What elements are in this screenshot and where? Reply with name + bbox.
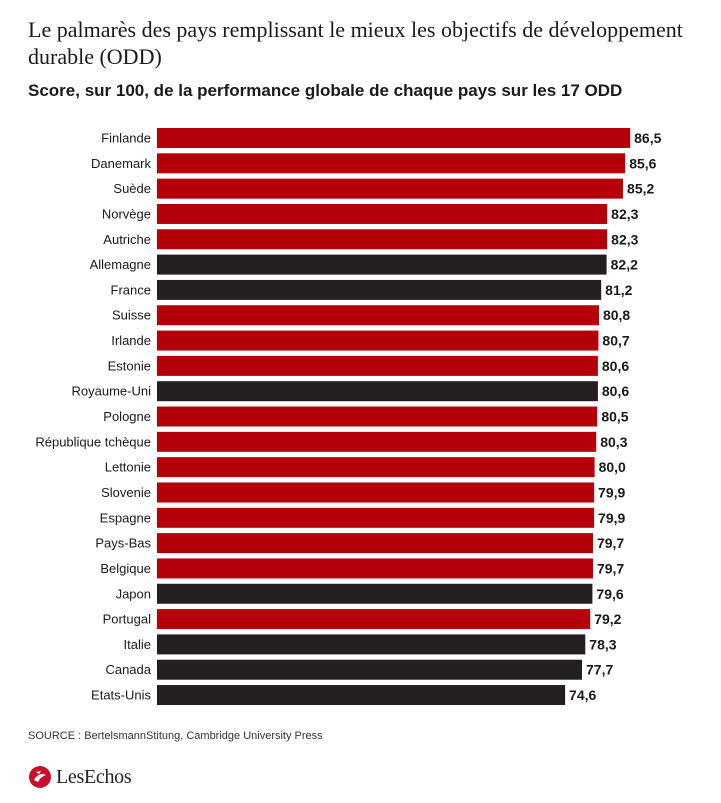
bar-canada [157,659,582,680]
bar-irlande [157,330,599,351]
bar-suisse [157,305,599,326]
bar-autriche [157,229,608,250]
value-label: 81,2 [605,282,632,298]
value-label: 79,2 [594,611,621,627]
bar-japon [157,583,593,604]
category-label: Irlande [111,333,151,348]
category-label: Espagne [100,510,151,525]
les-echos-logo-text: LesEchos [56,765,132,788]
category-label: Canada [105,662,151,677]
value-label: 82,2 [611,257,638,273]
category-label: Suisse [112,308,151,323]
chart-subtitle: Score, sur 100, de la performance global… [28,81,623,100]
bar-finlande [157,128,631,148]
bar-estonie [157,355,598,376]
category-label: Pays-Bas [95,536,151,551]
source-note: SOURCE : BertelsmannStitung, Cambridge U… [28,730,323,742]
value-label: 79,9 [598,484,625,500]
bar-italie [157,634,586,655]
value-label: 77,7 [586,662,613,678]
les-echos-emblem-icon [29,766,51,788]
bar-pays-bas [157,533,593,554]
category-label: Lettonie [105,460,151,475]
value-label: 74,6 [569,687,596,703]
category-label: Pologne [103,409,151,424]
category-label: République tchèque [35,434,151,449]
value-label: 79,7 [597,560,624,576]
bar-espagne [157,507,595,528]
category-label: Royaume-Uni [72,384,152,399]
value-label: 79,6 [596,586,623,602]
value-label: 79,9 [598,510,625,526]
value-label: 78,3 [589,636,616,652]
value-label: 82,3 [611,231,638,247]
value-label: 80,5 [601,409,628,425]
value-label: 80,0 [599,459,626,475]
bar-belgique [157,558,593,579]
category-label: Japon [116,586,151,601]
bar-danemark [157,153,626,174]
chart-title: Le palmarès des pays remplissant le mieu… [28,17,683,69]
les-echos-logo: LesEchos [28,765,132,789]
category-label: Estonie [108,358,151,373]
category-label: Belgique [100,561,151,576]
bar-lettonie [157,457,595,478]
bar-r-publique-tch-que [157,431,597,452]
bar-portugal [157,609,591,630]
value-label: 82,3 [611,206,638,222]
category-label: Allemagne [90,257,151,272]
value-label: 86,5 [634,130,661,146]
bar-royaume-uni [157,381,598,402]
value-label: 80,7 [602,333,629,349]
bar-france [157,279,602,300]
value-label: 79,7 [597,535,624,551]
bar-etats-unis [157,685,566,706]
value-label: 80,6 [602,358,629,374]
bar-pologne [157,406,598,427]
bar-norv-ge [157,203,608,224]
category-label: Finlande [101,131,151,146]
value-label: 85,6 [629,155,656,171]
category-label: Suède [113,181,151,196]
category-label: France [111,282,151,297]
category-label: Etats-Unis [91,688,151,703]
value-label: 85,2 [627,181,654,197]
bar-chart: Finlande 86,5 Danemark 85,6 Suède 85,2 Norvège… [35,128,662,706]
category-label: Danemark [91,156,151,171]
value-label: 80,6 [602,383,629,399]
category-label: Slovenie [101,485,151,500]
value-label: 80,3 [600,434,627,450]
category-label: Portugal [103,612,152,627]
bar-allemagne [157,254,607,275]
bar-slovenie [157,482,595,503]
category-label: Autriche [103,232,151,247]
bar-su-de [157,178,623,199]
category-label: Norvège [102,206,151,221]
category-label: Italie [124,637,151,652]
value-label: 80,8 [603,307,630,323]
